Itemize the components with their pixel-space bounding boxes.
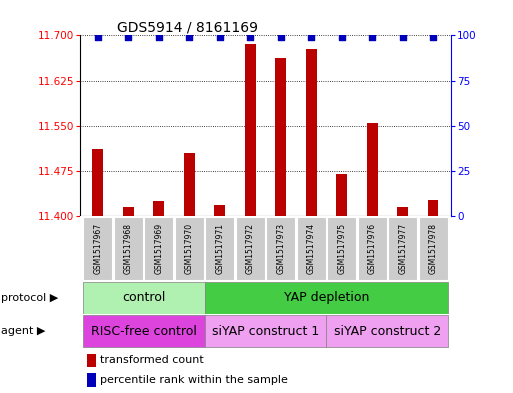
Bar	[184, 153, 194, 216]
Text: siYAP construct 1: siYAP construct 1	[212, 325, 319, 338]
Text: GSM1517968: GSM1517968	[124, 223, 133, 274]
Bar	[275, 58, 286, 216]
Text: GSM1517970: GSM1517970	[185, 223, 194, 274]
Text: GSM1517975: GSM1517975	[337, 223, 346, 274]
Text: GSM1517974: GSM1517974	[307, 223, 315, 274]
Bar	[214, 205, 225, 216]
Text: RISC-free control: RISC-free control	[91, 325, 196, 338]
Bar	[83, 217, 112, 280]
Text: GSM1517978: GSM1517978	[429, 223, 438, 274]
Text: GSM1517969: GSM1517969	[154, 223, 163, 274]
Text: transformed count: transformed count	[100, 355, 204, 365]
Text: GSM1517973: GSM1517973	[276, 223, 285, 274]
Bar	[327, 217, 357, 280]
Text: YAP depletion: YAP depletion	[284, 291, 369, 304]
Text: GSM1517967: GSM1517967	[93, 223, 102, 274]
Bar	[205, 282, 448, 314]
Bar	[83, 282, 205, 314]
Point	[368, 34, 376, 40]
Point	[399, 34, 407, 40]
Text: GSM1517976: GSM1517976	[368, 223, 377, 274]
Point	[215, 34, 224, 40]
Text: GSM1517977: GSM1517977	[398, 223, 407, 274]
Text: siYAP construct 2: siYAP construct 2	[334, 325, 441, 338]
Bar	[144, 217, 173, 280]
Bar	[419, 217, 448, 280]
Bar	[92, 149, 103, 216]
Bar	[205, 217, 234, 280]
Bar	[388, 217, 417, 280]
Bar	[398, 206, 408, 216]
Point	[277, 34, 285, 40]
Bar	[174, 217, 204, 280]
Point	[338, 34, 346, 40]
Bar	[123, 207, 133, 216]
Point	[124, 34, 132, 40]
Bar	[205, 315, 326, 347]
Point	[185, 34, 193, 40]
Bar	[428, 200, 439, 216]
Bar	[306, 49, 317, 216]
Text: GSM1517971: GSM1517971	[215, 223, 224, 274]
Bar	[337, 174, 347, 216]
Bar	[367, 123, 378, 216]
Point	[307, 34, 315, 40]
Bar	[87, 373, 96, 387]
Bar	[114, 217, 143, 280]
Bar	[87, 354, 96, 367]
Bar	[235, 217, 265, 280]
Point	[94, 34, 102, 40]
Point	[429, 34, 437, 40]
Bar	[358, 217, 387, 280]
Text: agent ▶: agent ▶	[1, 326, 45, 336]
Bar	[245, 44, 255, 216]
Point	[155, 34, 163, 40]
Text: protocol ▶: protocol ▶	[1, 293, 58, 303]
Point	[246, 34, 254, 40]
Text: control: control	[122, 291, 165, 304]
Bar	[326, 315, 448, 347]
Bar	[153, 201, 164, 216]
Text: percentile rank within the sample: percentile rank within the sample	[100, 375, 288, 385]
Text: GDS5914 / 8161169: GDS5914 / 8161169	[117, 20, 258, 34]
Bar	[266, 217, 295, 280]
Text: GSM1517972: GSM1517972	[246, 223, 255, 274]
Bar	[83, 315, 205, 347]
Bar	[297, 217, 326, 280]
